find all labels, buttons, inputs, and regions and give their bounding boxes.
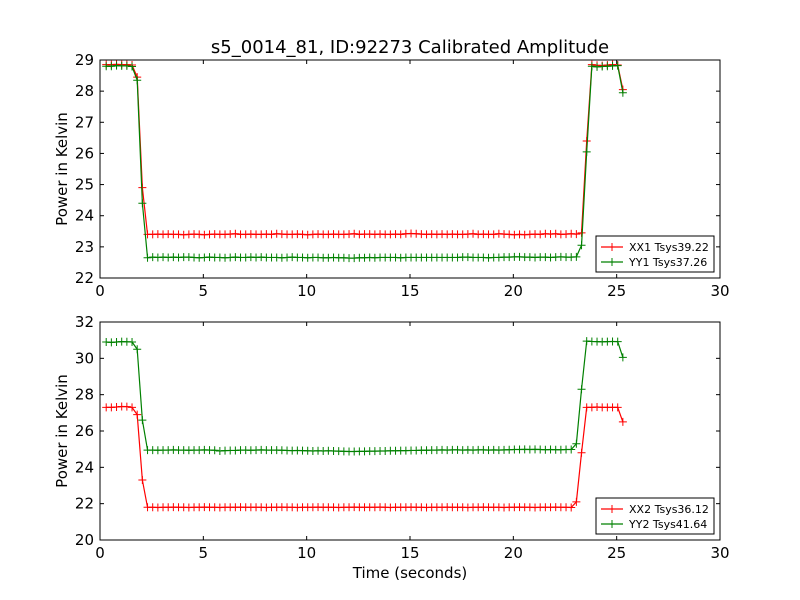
data-point bbox=[231, 229, 240, 238]
data-point bbox=[122, 61, 131, 70]
legend-marker bbox=[608, 243, 616, 251]
legend-marker bbox=[608, 520, 616, 528]
data-point bbox=[128, 62, 137, 71]
y-tick-label: 24 bbox=[75, 458, 94, 476]
y-tick-label: 30 bbox=[75, 349, 94, 367]
data-point bbox=[572, 497, 581, 506]
x-tick-label: 25 bbox=[607, 544, 626, 562]
data-point bbox=[618, 353, 627, 362]
data-point bbox=[536, 230, 545, 239]
legend-label: YY2 Tsys41.64 bbox=[628, 518, 707, 531]
y-tick-label: 25 bbox=[75, 176, 94, 194]
y-tick-label: 20 bbox=[75, 531, 94, 549]
data-point bbox=[128, 337, 137, 346]
y-tick-label: 22 bbox=[75, 495, 94, 513]
data-point bbox=[618, 417, 627, 426]
legend-marker bbox=[608, 258, 616, 266]
legend-label: YY1 Tsys37.26 bbox=[628, 256, 707, 269]
data-point bbox=[128, 403, 137, 412]
x-tick-label: 0 bbox=[95, 282, 105, 300]
data-point bbox=[613, 61, 622, 70]
legend-label: XX1 Tsys39.22 bbox=[629, 241, 709, 254]
data-point bbox=[133, 345, 142, 354]
series-1 bbox=[102, 402, 627, 512]
chart-title: s5_0014_81, ID:92273 Calibrated Amplitud… bbox=[211, 37, 609, 58]
data-point bbox=[396, 230, 405, 239]
x-tick-label: 30 bbox=[710, 282, 729, 300]
legend: XX2 Tsys36.12 YY2 Tsys41.64 bbox=[595, 497, 715, 535]
data-point bbox=[577, 385, 586, 394]
data-point bbox=[350, 229, 359, 238]
y-tick-label: 26 bbox=[75, 144, 94, 162]
y-tick-label: 23 bbox=[75, 238, 94, 256]
x-tick-label: 10 bbox=[297, 544, 316, 562]
y-tick-label: 29 bbox=[75, 51, 94, 69]
x-tick-label: 5 bbox=[199, 544, 209, 562]
data-point bbox=[577, 241, 586, 250]
y-tick-label: 32 bbox=[75, 313, 94, 331]
x-tick-label: 20 bbox=[504, 544, 523, 562]
legend-label: XX2 Tsys36.12 bbox=[629, 503, 709, 516]
data-point bbox=[572, 230, 581, 239]
x-tick-label: 5 bbox=[199, 282, 209, 300]
data-point bbox=[551, 229, 560, 238]
x-tick-label: 25 bbox=[607, 282, 626, 300]
data-point bbox=[122, 402, 131, 411]
x-tick-label: 10 bbox=[297, 282, 316, 300]
data-point bbox=[107, 62, 116, 71]
data-point bbox=[133, 76, 142, 85]
data-point bbox=[143, 253, 152, 262]
y-tick-label: 22 bbox=[75, 269, 94, 287]
x-tick-label: 0 bbox=[95, 544, 105, 562]
legend-box bbox=[595, 497, 715, 535]
series-2 bbox=[102, 337, 627, 456]
y-tick-label: 27 bbox=[75, 113, 94, 131]
data-point bbox=[469, 229, 478, 238]
x-tick-label: 30 bbox=[710, 544, 729, 562]
data-point bbox=[582, 147, 591, 156]
data-point bbox=[618, 88, 627, 97]
y-tick-label: 26 bbox=[75, 422, 94, 440]
legend: XX1 Tsys39.22 YY1 Tsys37.26 bbox=[595, 235, 715, 273]
series-1 bbox=[102, 60, 627, 239]
y-tick-label: 24 bbox=[75, 207, 94, 225]
x-tick-label: 15 bbox=[400, 544, 419, 562]
y-axis-label: Power in Kelvin bbox=[53, 374, 71, 488]
legend-marker bbox=[608, 505, 616, 513]
data-point bbox=[133, 410, 142, 419]
data-point bbox=[138, 199, 147, 208]
legend-box bbox=[595, 235, 715, 273]
x-tick-label: 20 bbox=[504, 282, 523, 300]
data-point bbox=[577, 448, 586, 457]
data-point bbox=[138, 476, 147, 485]
data-point bbox=[587, 62, 596, 71]
y-tick-label: 28 bbox=[75, 82, 94, 100]
x-axis-label: Time (seconds) bbox=[352, 564, 468, 582]
data-point bbox=[567, 445, 576, 454]
data-point bbox=[267, 230, 276, 239]
y-axis-label: Power in Kelvin bbox=[53, 112, 71, 226]
y-tick-label: 28 bbox=[75, 386, 94, 404]
data-point bbox=[613, 403, 622, 412]
data-point bbox=[210, 446, 219, 455]
data-point bbox=[572, 439, 581, 448]
data-point bbox=[613, 337, 622, 346]
data-point bbox=[112, 403, 121, 412]
bottom-panel: 0 5 10 15 20 25 30 20 22 24 26 28 30 32 Power in Kelvi… bbox=[53, 313, 730, 582]
data-point bbox=[572, 252, 581, 261]
x-tick-label: 15 bbox=[400, 282, 419, 300]
data-point bbox=[138, 416, 147, 425]
data-point bbox=[567, 503, 576, 512]
top-panel: 0 5 10 15 20 25 30 22 23 24 25 26 27 28 29 Power in Kel… bbox=[53, 51, 730, 300]
data-point bbox=[489, 230, 498, 239]
series-2 bbox=[102, 61, 627, 263]
